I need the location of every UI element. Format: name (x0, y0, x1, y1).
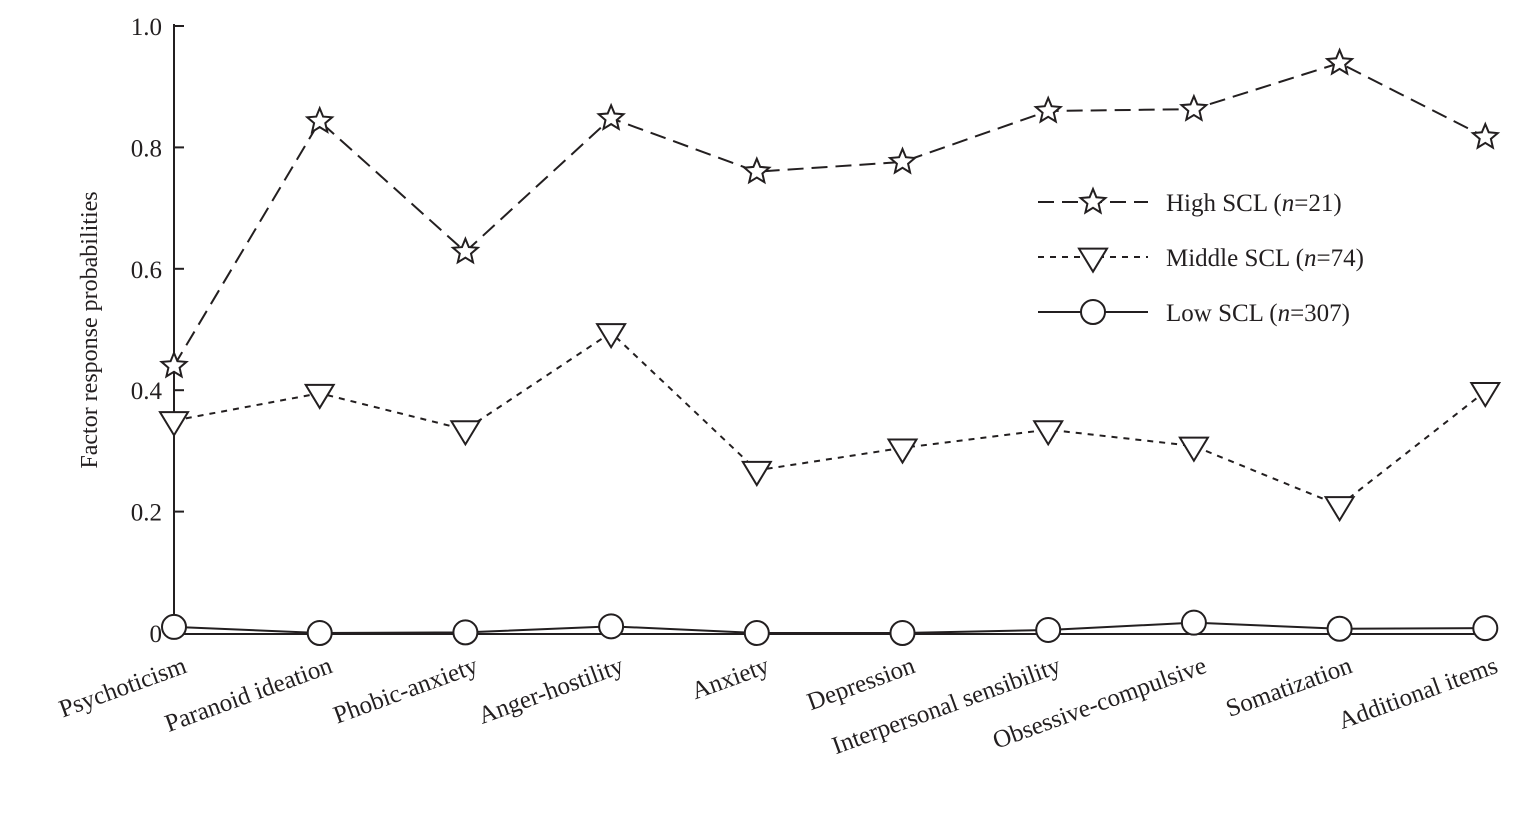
data-point-triangle-down (1469, 382, 1502, 409)
legend-marker-star (1078, 186, 1108, 215)
data-point-circle (452, 619, 479, 646)
data-point-triangle-down (158, 411, 190, 438)
data-point-star (741, 156, 772, 185)
legend-label-rest: =74) (1316, 245, 1363, 272)
legend-label: Middle SCL (n=74) (1166, 245, 1364, 272)
data-point-circle (306, 620, 333, 646)
data-point-circle (743, 620, 770, 646)
legend-label-n: n (1282, 190, 1295, 217)
y-tick-label: 0.8 (131, 135, 162, 162)
legend: High SCL (n=21)Middle SCL (n=74)Low SCL … (1038, 186, 1364, 327)
x-tick-label: Paranoid ideation (161, 652, 336, 738)
data-point-triangle-down (449, 420, 482, 447)
data-point-triangle-down (1032, 420, 1064, 447)
data-point-circle (598, 613, 625, 640)
data-point-circle (1472, 615, 1499, 642)
legend-item: High SCL (n=21) (1038, 186, 1342, 217)
x-tick-label: Phobic-anxiety (330, 652, 482, 729)
data-point-circle (1180, 609, 1207, 636)
data-point-triangle-down (595, 323, 627, 350)
y-tick-label: 0.6 (131, 257, 162, 284)
legend-item: Low SCL (n=307) (1038, 299, 1350, 327)
data-point-triangle-down (1178, 436, 1210, 463)
series-group (158, 47, 1502, 646)
series-line (173, 331, 1486, 507)
series-line (173, 61, 1486, 367)
data-point-triangle-down (886, 438, 919, 465)
legend-label-main: Middle SCL ( (1166, 245, 1304, 272)
data-point-triangle-down (303, 383, 336, 410)
data-point-star (304, 105, 335, 134)
legend-label: Low SCL (n=307) (1166, 300, 1350, 327)
data-point-star (887, 146, 918, 175)
data-point-star (1179, 93, 1209, 122)
x-tick-label: Anxiety (688, 652, 773, 705)
data-point-circle (889, 620, 916, 646)
series-star (159, 47, 1501, 379)
data-point-circle (1035, 616, 1062, 643)
x-tick-label: Depression (804, 652, 919, 716)
legend-label-main: Low SCL ( (1166, 300, 1278, 327)
legend-label-rest: =307) (1290, 300, 1350, 327)
y-tick-label: 1.0 (131, 14, 162, 41)
y-tick-label: 0 (150, 621, 163, 648)
data-point-star (596, 102, 626, 131)
legend-marker-circle (1080, 299, 1106, 325)
y-tick-label: 0.2 (131, 500, 162, 527)
data-point-star (159, 350, 189, 379)
data-point-star (1470, 121, 1501, 150)
y-axis-label: Factor response probabilities (77, 191, 103, 468)
data-point-circle (161, 613, 187, 640)
series-line (173, 621, 1486, 635)
legend-label-main: High SCL ( (1166, 190, 1282, 217)
data-point-circle (1326, 615, 1353, 642)
series-triangle-down (158, 323, 1502, 523)
legend-marker-triangle-down (1077, 247, 1109, 274)
y-tick-label: 0.4 (131, 378, 163, 405)
legend-label-n: n (1304, 245, 1317, 272)
legend-label-rest: =21) (1294, 190, 1341, 217)
data-point-star (450, 236, 481, 265)
data-point-star (1033, 95, 1064, 124)
legend-item: Middle SCL (n=74) (1038, 245, 1364, 274)
x-tick-label: Additional items (1335, 652, 1502, 735)
data-point-star (1324, 47, 1355, 76)
series-circle (161, 609, 1499, 646)
data-point-triangle-down (1323, 496, 1356, 523)
legend-label: High SCL (n=21) (1166, 190, 1342, 217)
legend-label-n: n (1278, 300, 1291, 327)
x-tick-label: Anger-hostility (475, 652, 628, 730)
data-point-triangle-down (741, 460, 773, 487)
